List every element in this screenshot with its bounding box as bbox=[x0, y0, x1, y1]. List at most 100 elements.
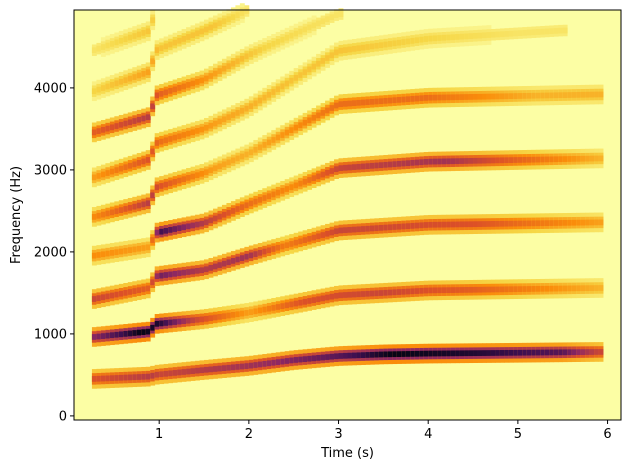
heatmap-cell bbox=[123, 289, 129, 296]
heatmap-cell bbox=[199, 367, 205, 374]
heatmap-cell bbox=[316, 20, 321, 27]
heatmap-cell bbox=[91, 334, 97, 340]
heatmap-cell bbox=[271, 304, 277, 311]
heatmap-cell bbox=[526, 220, 532, 227]
heatmap-cell bbox=[437, 35, 443, 41]
heatmap-cell bbox=[446, 287, 452, 294]
heatmap-cell bbox=[244, 310, 250, 316]
heatmap-cell bbox=[118, 121, 124, 128]
heatmap-cell bbox=[414, 222, 420, 229]
heatmap-cell bbox=[495, 157, 501, 164]
heatmap-cell bbox=[127, 119, 133, 126]
heatmap-cell bbox=[91, 47, 97, 54]
heatmap-cell bbox=[383, 289, 389, 296]
heatmap-cell bbox=[441, 221, 447, 228]
heatmap-cell bbox=[473, 221, 478, 228]
heatmap-cell bbox=[334, 353, 339, 360]
heatmap-cell bbox=[414, 159, 420, 166]
heatmap-cell bbox=[553, 156, 559, 163]
heatmap-cell bbox=[589, 155, 595, 162]
heatmap-cell bbox=[91, 252, 97, 259]
heatmap-cell bbox=[486, 157, 492, 164]
y-tick-label: 4000 bbox=[34, 81, 67, 96]
heatmap-cell bbox=[508, 30, 514, 37]
heatmap-cell bbox=[239, 204, 245, 211]
heatmap-cell bbox=[576, 285, 582, 292]
heatmap-cell bbox=[553, 285, 559, 292]
heatmap-cell bbox=[136, 329, 142, 336]
heatmap-cell bbox=[419, 95, 425, 102]
heatmap-cell bbox=[343, 47, 348, 53]
heatmap-cell bbox=[208, 73, 214, 79]
heatmap-cell bbox=[168, 271, 174, 278]
heatmap-cell bbox=[123, 374, 129, 381]
heatmap-cell bbox=[437, 221, 443, 228]
heatmap-cell bbox=[522, 29, 528, 36]
heatmap-cell bbox=[118, 37, 124, 44]
heatmap-cell bbox=[136, 245, 142, 252]
heatmap-cell bbox=[459, 287, 465, 293]
heatmap-cell bbox=[316, 296, 321, 303]
heatmap-cell bbox=[562, 27, 568, 34]
heatmap-cell bbox=[544, 220, 550, 226]
heatmap-cell bbox=[275, 189, 281, 196]
heatmap-cell bbox=[212, 314, 218, 321]
heatmap-cell bbox=[204, 26, 209, 33]
heatmap-cell bbox=[109, 82, 115, 88]
heatmap-cell bbox=[392, 97, 398, 104]
x-axis-ticks: 1 2 3 4 5 6 bbox=[155, 420, 612, 442]
heatmap-cell bbox=[293, 124, 299, 131]
heatmap-cell bbox=[482, 93, 487, 100]
heatmap-cell bbox=[262, 142, 268, 148]
heatmap-cell bbox=[419, 36, 425, 43]
heatmap-cell bbox=[526, 156, 532, 163]
heatmap-cell bbox=[204, 266, 209, 273]
heatmap-cell bbox=[127, 162, 133, 169]
heatmap-cell bbox=[168, 88, 174, 94]
heatmap-cell bbox=[150, 192, 156, 199]
heatmap-cell bbox=[199, 28, 205, 35]
heatmap-cell bbox=[244, 105, 250, 112]
heatmap-cell bbox=[145, 328, 151, 335]
heatmap-cell bbox=[405, 288, 411, 295]
heatmap-cell bbox=[374, 290, 380, 297]
heatmap-cell bbox=[347, 46, 353, 53]
heatmap-cell bbox=[325, 55, 330, 61]
heatmap-cell bbox=[513, 286, 519, 293]
heatmap-cell bbox=[334, 49, 339, 56]
heatmap-cell bbox=[338, 165, 344, 171]
heatmap-cell bbox=[437, 158, 443, 165]
heatmap-cell bbox=[253, 308, 259, 315]
heatmap-cell bbox=[289, 77, 295, 84]
heatmap-cell bbox=[181, 369, 187, 375]
heatmap-cell bbox=[316, 112, 321, 119]
heatmap-cell bbox=[356, 226, 362, 233]
heatmap-cell bbox=[441, 94, 447, 101]
heatmap-cell bbox=[145, 200, 151, 207]
heatmap-cell bbox=[594, 349, 599, 355]
heatmap-cell bbox=[172, 39, 178, 46]
heatmap-cell bbox=[504, 286, 510, 293]
heatmap-cell bbox=[217, 118, 223, 125]
heatmap-cell bbox=[544, 28, 550, 35]
heatmap-cell bbox=[221, 313, 227, 320]
heatmap-cell bbox=[544, 156, 550, 163]
heatmap-cell bbox=[594, 155, 599, 162]
heatmap-cell bbox=[208, 366, 214, 373]
heatmap-cell bbox=[441, 287, 447, 294]
heatmap-cell bbox=[136, 31, 142, 38]
heatmap-cell bbox=[132, 161, 138, 168]
heatmap-cell bbox=[401, 351, 407, 357]
heatmap-cell bbox=[275, 244, 281, 251]
heatmap-cell bbox=[186, 223, 191, 230]
heatmap-cell bbox=[320, 354, 326, 361]
heatmap-cell bbox=[132, 288, 138, 294]
heatmap-cell bbox=[540, 92, 546, 99]
heatmap-cell bbox=[257, 144, 263, 151]
heatmap-cell bbox=[428, 287, 434, 294]
heatmap-cell bbox=[499, 350, 505, 356]
heatmap-cell bbox=[378, 290, 384, 296]
harmonic-track-h4 bbox=[91, 148, 604, 266]
heatmap-cell bbox=[517, 93, 523, 99]
heatmap-cell bbox=[118, 78, 124, 85]
